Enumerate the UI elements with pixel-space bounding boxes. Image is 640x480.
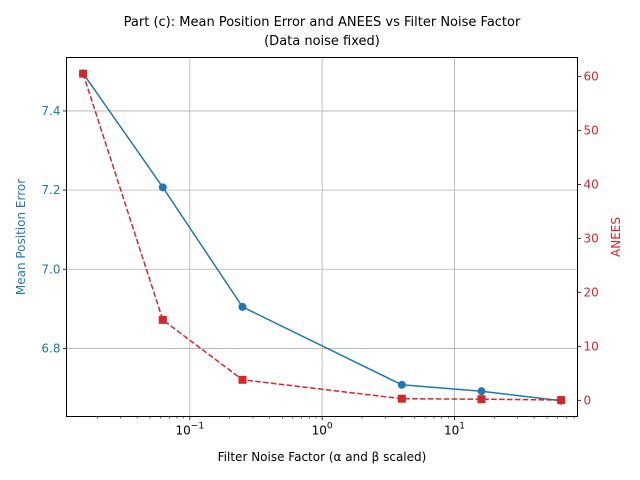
x-axis: 10−1 100 101: [97, 416, 575, 438]
mean-position-error-point: [158, 183, 167, 192]
y-right-tick-label: 50: [584, 123, 599, 137]
mean-position-error-line: [82, 72, 562, 402]
anees-point: [79, 69, 88, 78]
anees-point: [158, 315, 167, 324]
mean-position-error-point: [477, 387, 486, 396]
y-left-tick-label: 6.8: [41, 341, 60, 355]
y-right-tick-label: 0: [584, 393, 592, 407]
y-right-tick-label: 30: [584, 231, 599, 245]
x-tick-label: 101: [444, 422, 465, 438]
x-tick-label: 10−1: [176, 422, 205, 438]
anees-point: [477, 395, 486, 404]
y-axis-left: 6.8 7.0 7.2 7.4: [41, 104, 67, 355]
y-left-tick-label: 7.0: [41, 262, 60, 276]
anees-point: [557, 396, 566, 405]
anees-line: [82, 73, 562, 401]
anees-point: [397, 394, 406, 403]
x-tick-label: 100: [312, 422, 333, 438]
mean-position-error-point: [238, 302, 247, 311]
y-right-tick-label: 20: [584, 285, 599, 299]
series-layer: [79, 69, 566, 405]
chart-title-line-2: (Data noise fixed): [264, 34, 380, 49]
x-axis-label: Filter Noise Factor (α and β scaled): [218, 450, 427, 464]
y-axis-right: 0 10 20 30 40 50 60: [577, 69, 599, 407]
y-right-tick-label: 40: [584, 177, 599, 191]
anees-point: [238, 375, 247, 384]
y-left-tick-label: 7.4: [41, 104, 60, 118]
grid: [66, 57, 578, 417]
y-left-tick-label: 7.2: [41, 183, 60, 197]
mean-position-error-point: [397, 380, 406, 389]
y-axis-left-label: Mean Position Error: [14, 179, 28, 295]
chart-title-line-1: Part (c): Mean Position Error and ANEES …: [124, 15, 521, 30]
y-right-tick-label: 10: [584, 339, 599, 353]
y-right-tick-label: 60: [584, 69, 599, 83]
y-axis-right-label: ANEES: [609, 217, 623, 257]
